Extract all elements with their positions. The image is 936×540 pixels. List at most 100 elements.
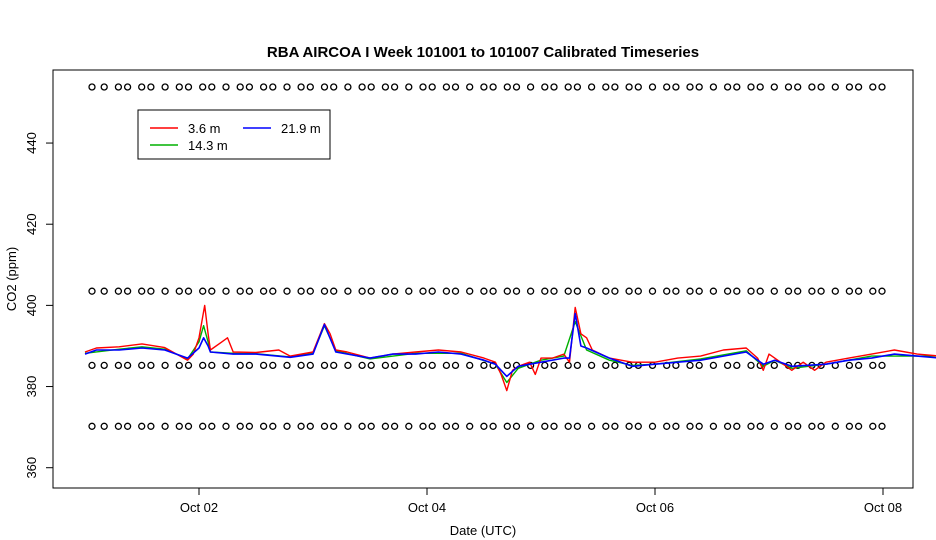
reference-point	[330, 83, 338, 91]
reference-point	[123, 287, 132, 295]
reference-point	[672, 287, 680, 295]
reference-point	[503, 422, 511, 430]
reference-point	[512, 83, 521, 91]
y-tick-label: 420	[24, 213, 39, 235]
reference-point	[541, 83, 549, 91]
reference-point	[138, 361, 146, 370]
reference-point	[390, 361, 399, 370]
reference-point	[161, 361, 169, 370]
y-tick-label: 360	[24, 457, 39, 479]
reference-point	[564, 361, 572, 370]
y-axis-label: CO2 (ppm)	[4, 247, 19, 311]
reference-point	[784, 83, 793, 91]
reference-point	[175, 422, 183, 430]
reference-point	[259, 361, 268, 370]
reference-point	[344, 422, 352, 430]
reference-point	[634, 422, 642, 430]
reference-point	[512, 422, 521, 430]
reference-point	[602, 422, 610, 430]
reference-point	[114, 287, 123, 295]
reference-point	[480, 361, 488, 370]
reference-point	[269, 287, 277, 295]
reference-point	[184, 422, 193, 430]
reference-point	[114, 83, 123, 91]
reference-point	[648, 83, 657, 91]
reference-point	[390, 287, 399, 295]
reference-point	[184, 361, 193, 370]
reference-point	[869, 422, 877, 430]
reference-point	[686, 361, 694, 370]
reference-point	[344, 287, 352, 295]
reference-point	[428, 287, 436, 295]
reference-point	[442, 287, 451, 295]
reference-point	[306, 361, 314, 370]
reference-point	[733, 361, 741, 370]
reference-point	[428, 422, 436, 430]
x-tick-label: Oct 04	[408, 500, 446, 515]
reference-point	[686, 83, 694, 91]
reference-point	[88, 361, 96, 370]
reference-point	[756, 422, 764, 430]
reference-point	[100, 422, 108, 430]
reference-point	[831, 287, 839, 295]
reference-point	[854, 361, 863, 370]
reference-point	[245, 361, 254, 370]
reference-point	[723, 287, 732, 295]
reference-point	[451, 422, 460, 430]
reference-point	[297, 361, 305, 370]
reference-point	[419, 83, 427, 91]
reference-point	[451, 83, 460, 91]
reference-point	[784, 422, 793, 430]
reference-point	[587, 361, 596, 370]
reference-point	[550, 361, 558, 370]
reference-point	[709, 361, 718, 370]
series-line-3-6-m	[84, 304, 936, 392]
reference-point	[320, 422, 329, 430]
reference-point	[770, 361, 778, 370]
reference-point	[526, 83, 535, 91]
reference-point	[878, 422, 886, 430]
reference-point	[587, 287, 596, 295]
reference-point	[283, 422, 291, 430]
reference-point	[208, 83, 216, 91]
reference-point	[175, 287, 183, 295]
reference-point	[466, 287, 474, 295]
reference-point	[184, 287, 193, 295]
reference-point	[794, 83, 802, 91]
series-line-21-9-m	[84, 312, 936, 378]
reference-point	[123, 422, 132, 430]
reference-point	[344, 361, 352, 370]
reference-point	[854, 83, 863, 91]
reference-point	[245, 83, 254, 91]
reference-point	[550, 287, 558, 295]
reference-point	[611, 287, 619, 295]
reference-point	[358, 287, 366, 295]
reference-point	[480, 287, 488, 295]
reference-point	[405, 83, 413, 91]
reference-point	[845, 361, 854, 370]
reference-point	[236, 83, 244, 91]
reference-point	[794, 287, 802, 295]
reference-point	[451, 361, 460, 370]
reference-point	[878, 287, 886, 295]
reference-point	[222, 83, 230, 91]
reference-point	[466, 422, 474, 430]
reference-point	[756, 83, 764, 91]
reference-point	[114, 422, 123, 430]
reference-point	[695, 83, 703, 91]
reference-point	[573, 287, 582, 295]
reference-point	[381, 83, 390, 91]
reference-point	[175, 83, 183, 91]
reference-point	[845, 422, 854, 430]
reference-point	[208, 422, 216, 430]
reference-point	[686, 287, 694, 295]
x-tick-label: Oct 08	[864, 500, 902, 515]
reference-point	[564, 422, 572, 430]
y-tick-label: 380	[24, 376, 39, 398]
reference-point	[428, 361, 436, 370]
reference-point	[358, 422, 366, 430]
reference-point	[784, 287, 793, 295]
reference-point	[259, 83, 268, 91]
reference-point	[672, 83, 680, 91]
reference-point	[306, 422, 314, 430]
